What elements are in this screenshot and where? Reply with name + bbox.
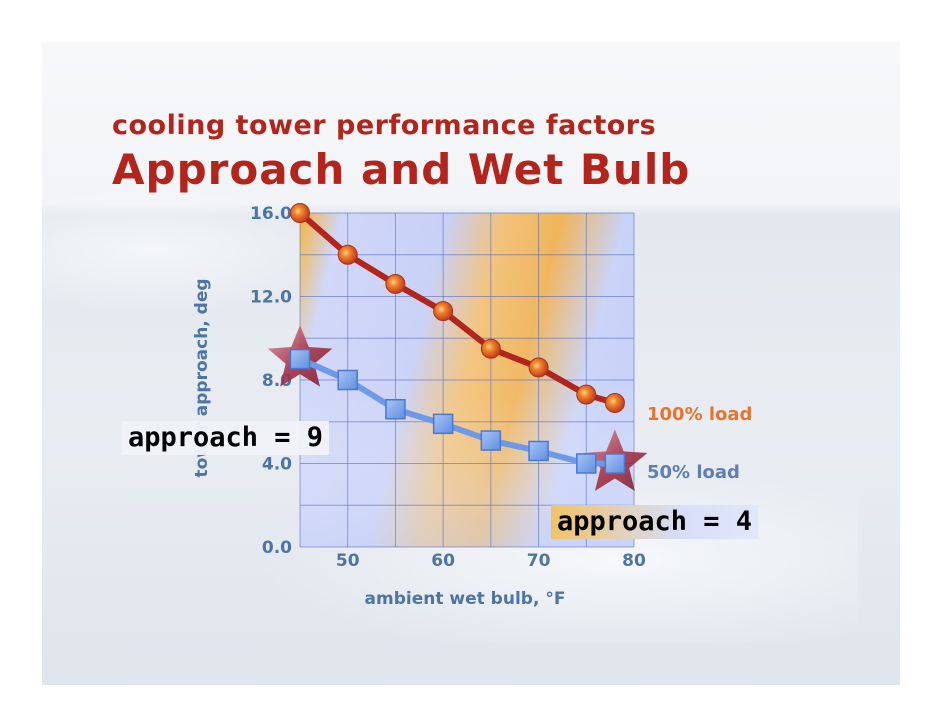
point-100-load xyxy=(604,392,625,413)
slide-subtitle: cooling tower performance factors xyxy=(112,110,657,141)
point-100-load xyxy=(433,301,454,322)
approach-4-callout: approach = 4 xyxy=(551,505,759,539)
point-50-load xyxy=(528,440,549,462)
point-100-load xyxy=(385,273,406,294)
x-tick-label: 80 xyxy=(622,551,646,571)
point-50-load xyxy=(604,453,626,474)
y-tick-label: 0.0 xyxy=(262,538,292,558)
point-50-load xyxy=(337,369,358,391)
point-100-load xyxy=(480,338,501,359)
y-tick-label: 16.0 xyxy=(250,204,292,224)
x-tick-label: 60 xyxy=(431,551,455,571)
slide-title: Approach and Wet Bulb xyxy=(112,145,691,194)
legend-100-load: 100% load xyxy=(647,404,752,425)
x-tick-labels: 50 60 70 80 xyxy=(336,551,646,571)
point-100-load xyxy=(290,203,310,223)
x-tick-label: 50 xyxy=(336,551,360,571)
point-50-load xyxy=(432,413,454,435)
point-100-load xyxy=(528,357,549,378)
approach-9-callout: approach = 9 xyxy=(122,421,330,455)
point-100-load xyxy=(576,384,597,405)
x-tick-label: 70 xyxy=(527,551,551,571)
legend-50-load: 50% load xyxy=(647,462,740,483)
point-50-load xyxy=(289,348,311,370)
y-tick-label: 12.0 xyxy=(250,288,292,308)
point-50-load xyxy=(480,430,502,451)
x-axis-label: ambient wet bulb, °F xyxy=(365,589,566,609)
point-50-load xyxy=(385,398,406,420)
y-tick-label: 4.0 xyxy=(262,455,292,475)
point-100-load xyxy=(337,244,358,265)
point-50-load xyxy=(576,453,597,474)
series-layer xyxy=(267,203,648,491)
